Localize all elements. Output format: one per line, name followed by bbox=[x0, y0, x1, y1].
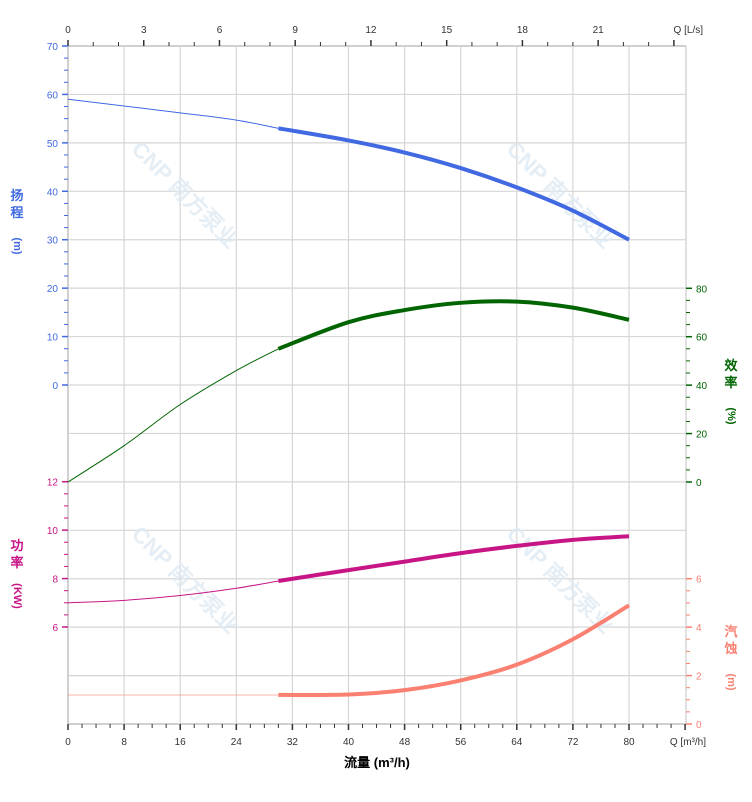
top-x-unit-label: Q [L/s] bbox=[674, 25, 704, 36]
npsh-axis-title: 汽 bbox=[724, 624, 737, 639]
head-tick-label: 30 bbox=[47, 236, 59, 247]
x-tick-label: 72 bbox=[567, 737, 579, 748]
npsh-tick-label: 2 bbox=[696, 672, 702, 683]
top-x-tick-label: 21 bbox=[593, 25, 605, 36]
head-tick-label: 10 bbox=[47, 333, 59, 344]
efficiency-tick-label: 80 bbox=[696, 284, 708, 295]
npsh-tick-label: 4 bbox=[696, 623, 702, 634]
top-x-tick-label: 6 bbox=[217, 25, 223, 36]
x-tick-label: 80 bbox=[623, 737, 635, 748]
efficiency-tick-label: 20 bbox=[696, 430, 708, 441]
npsh-tick-label: 0 bbox=[696, 720, 702, 731]
head-curve-operating-range bbox=[278, 126, 630, 242]
power-tick-label: 10 bbox=[47, 526, 59, 537]
efficiency-axis-title: 效 bbox=[724, 358, 738, 373]
efficiency-axis-unit: (%) bbox=[725, 407, 737, 424]
x-axis-title: 流量 (m³/h) bbox=[344, 755, 410, 770]
x-unit-label: Q [m³/h] bbox=[670, 737, 706, 748]
head-axis-unit: (m) bbox=[11, 237, 23, 254]
power-axis-title: 功 bbox=[10, 538, 23, 553]
x-tick-label: 56 bbox=[455, 737, 467, 748]
power-axis-title: 率 bbox=[10, 555, 23, 570]
power-tick-label: 12 bbox=[47, 478, 59, 489]
top-x-tick-label: 18 bbox=[517, 25, 529, 36]
top-x-tick-label: 3 bbox=[141, 25, 147, 36]
x-tick-label: 48 bbox=[399, 737, 411, 748]
power-curve-operating-range bbox=[278, 534, 630, 583]
watermark-logo: CNP 南方泵业 bbox=[127, 136, 244, 253]
power-tick-label: 8 bbox=[52, 575, 58, 586]
x-tick-label: 40 bbox=[343, 737, 355, 748]
npsh-axis-unit: (m) bbox=[725, 673, 737, 690]
efficiency-tick-label: 0 bbox=[696, 478, 702, 489]
head-tick-label: 40 bbox=[47, 187, 59, 198]
watermark-logo: CNP 南方泵业 bbox=[502, 136, 619, 253]
top-x-tick-label: 9 bbox=[292, 25, 298, 36]
efficiency-axis-title: 率 bbox=[724, 375, 737, 390]
head-axis-title: 扬 bbox=[10, 188, 23, 203]
x-tick-label: 0 bbox=[65, 737, 71, 748]
head-axis-title: 程 bbox=[10, 205, 23, 220]
efficiency-tick-label: 60 bbox=[696, 333, 708, 344]
x-tick-label: 64 bbox=[511, 737, 523, 748]
power-curve-full-range bbox=[67, 580, 279, 604]
top-x-tick-label: 12 bbox=[365, 25, 377, 36]
head-tick-label: 70 bbox=[47, 42, 59, 53]
head-tick-label: 60 bbox=[47, 90, 59, 101]
head-tick-label: 50 bbox=[47, 139, 59, 150]
efficiency-tick-label: 40 bbox=[696, 381, 708, 392]
power-axis-unit: (KW) bbox=[11, 583, 23, 609]
efficiency-curve-operating-range bbox=[277, 299, 630, 351]
x-tick-label: 8 bbox=[121, 737, 127, 748]
x-tick-label: 24 bbox=[231, 737, 243, 748]
head-tick-label: 0 bbox=[52, 381, 58, 392]
x-tick-label: 32 bbox=[287, 737, 299, 748]
top-x-tick-label: 15 bbox=[441, 25, 453, 36]
efficiency-curve-full-range bbox=[67, 348, 279, 483]
head-curve-full-range bbox=[67, 98, 279, 129]
npsh-curve-operating-range bbox=[278, 603, 631, 697]
head-tick-label: 20 bbox=[47, 284, 59, 295]
watermark-logo: CNP 南方泵业 bbox=[127, 521, 244, 638]
top-x-tick-label: 0 bbox=[65, 25, 71, 36]
npsh-tick-label: 6 bbox=[696, 575, 702, 586]
x-tick-label: 16 bbox=[175, 737, 187, 748]
npsh-axis-title: 蚀 bbox=[723, 641, 737, 656]
power-tick-label: 6 bbox=[52, 623, 58, 634]
